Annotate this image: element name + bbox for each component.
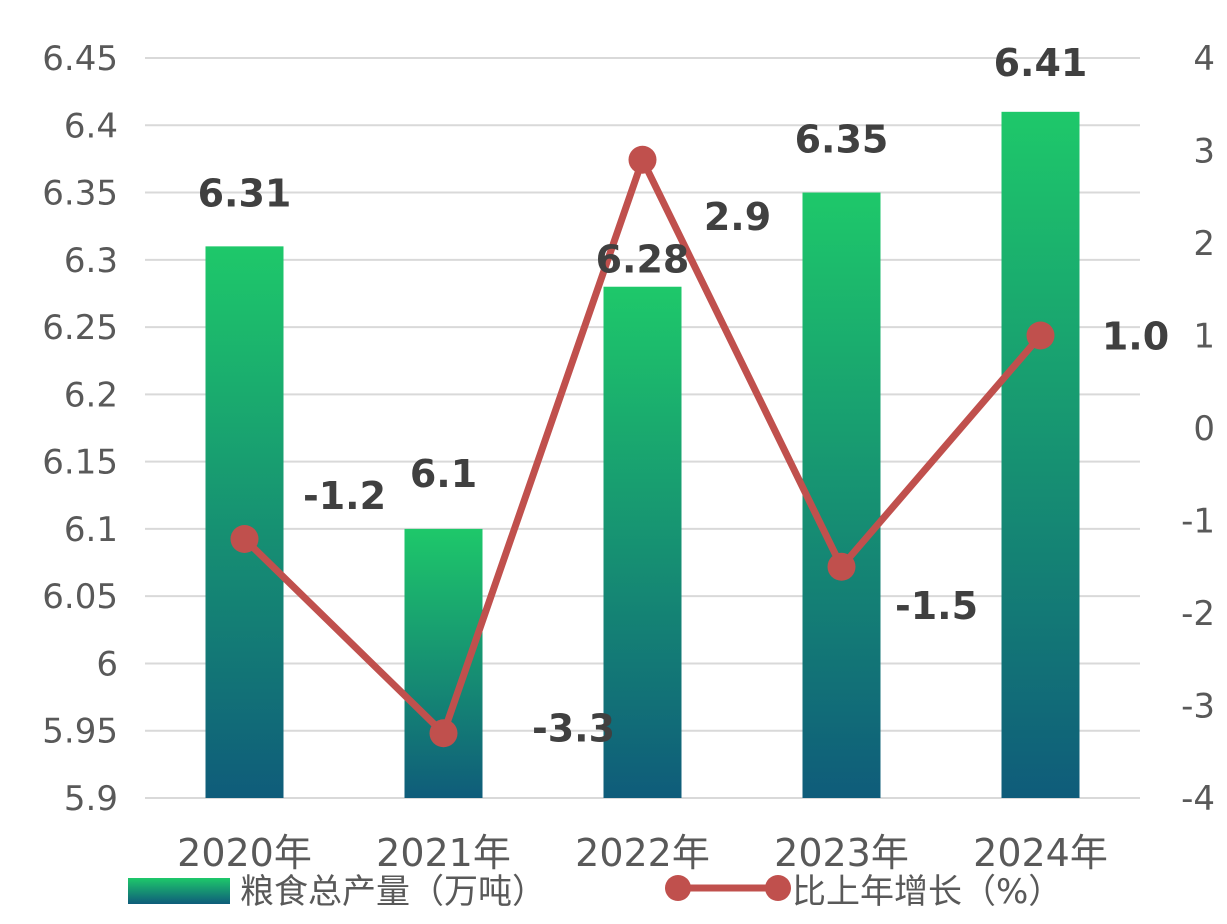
bar	[1001, 111, 1080, 799]
line-value-label: 2.9	[704, 195, 771, 239]
line-value-label: -1.5	[895, 584, 978, 628]
bar	[603, 286, 682, 798]
bar-series	[205, 111, 1080, 799]
data-labels: 6.31 6.1 6.28 6.35 6.41 -1.2 -3.3 2.9 -1.5 1.0	[198, 41, 1170, 750]
bar-value-label: 6.35	[795, 118, 889, 162]
legend-line-label: 比上年增长（%）	[792, 872, 1062, 912]
line-marker	[1026, 321, 1055, 350]
right-tick-label: 1	[1193, 317, 1215, 357]
x-tick-label: 2022年	[575, 831, 710, 875]
left-tick-label: 6.45	[42, 39, 118, 79]
line-value-label: -3.3	[532, 706, 615, 750]
legend: 粮食总产量（万吨） 比上年增长（%）	[128, 872, 1062, 912]
left-tick-label: 6	[96, 644, 118, 684]
left-tick-label: 5.9	[64, 779, 118, 819]
left-tick-label: 6.3	[64, 241, 118, 281]
bar-value-label: 6.41	[994, 41, 1088, 85]
bar-value-label: 6.31	[198, 171, 292, 215]
bar-value-label: 6.28	[596, 238, 690, 282]
line-marker	[230, 525, 259, 553]
line-marker	[429, 719, 458, 748]
line-marker	[827, 552, 856, 581]
x-tick-label: 2021年	[376, 831, 511, 875]
right-tick-label: -4	[1181, 779, 1215, 819]
right-tick-label: 3	[1193, 132, 1215, 172]
line-marker	[628, 145, 657, 174]
left-tick-label: 6.25	[42, 308, 118, 348]
x-axis: 2020年 2021年 2022年 2023年 2024年	[177, 831, 1108, 875]
bar	[802, 192, 881, 798]
legend-bar-swatch	[128, 878, 230, 904]
left-tick-label: 5.95	[42, 712, 118, 752]
bar	[205, 246, 284, 798]
left-tick-label: 6.15	[42, 443, 118, 483]
line-series	[230, 145, 1055, 748]
legend-line-marker	[665, 875, 691, 901]
left-tick-label: 6.2	[64, 375, 118, 415]
left-y-axis: 5.9 5.95 6 6.05 6.1 6.15 6.2 6.25 6.3 6.35 6.4 6.45	[42, 39, 118, 819]
line-value-label: 1.0	[1102, 315, 1169, 359]
right-y-axis: -4 -3 -2 -1 0 1 2 3 4	[1181, 39, 1215, 819]
right-tick-label: 4	[1193, 39, 1215, 79]
legend-bar-label: 粮食总产量（万吨）	[240, 872, 546, 912]
left-tick-label: 6.1	[64, 510, 118, 550]
bar-value-label: 6.1	[410, 452, 477, 496]
left-tick-label: 6.35	[42, 174, 118, 214]
right-tick-label: 2	[1193, 224, 1215, 264]
legend-line-marker	[765, 875, 791, 901]
right-tick-label: -3	[1181, 687, 1215, 727]
x-tick-label: 2024年	[973, 831, 1108, 875]
right-tick-label: 0	[1193, 409, 1215, 449]
x-tick-label: 2023年	[774, 831, 909, 875]
x-tick-label: 2020年	[177, 831, 312, 875]
right-tick-label: -2	[1181, 594, 1215, 634]
right-tick-label: -1	[1181, 502, 1215, 542]
left-tick-label: 6.4	[64, 106, 118, 146]
left-tick-label: 6.05	[42, 577, 118, 617]
line-value-label: -1.2	[303, 474, 386, 518]
